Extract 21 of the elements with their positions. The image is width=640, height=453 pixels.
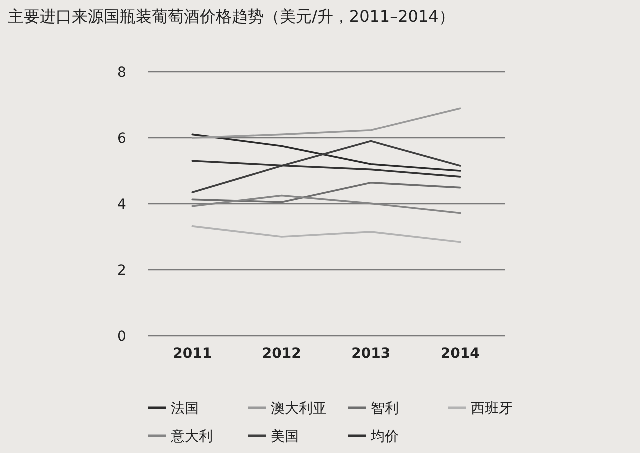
- y-tick-label: 8: [118, 65, 126, 81]
- legend-label: 美国: [271, 429, 299, 445]
- y-tick-label: 4: [118, 197, 127, 213]
- legend-label: 澳大利亚: [271, 401, 327, 417]
- chart-title: 主要进口来源国瓶装葡萄酒价格趋势（美元/升，2011–2014）: [8, 7, 455, 26]
- legend-label: 西班牙: [471, 401, 513, 417]
- line-series: [192, 226, 462, 244]
- line-series: [192, 160, 462, 178]
- x-tick-label: 2011: [173, 346, 212, 362]
- x-tick-label: 2013: [352, 346, 391, 362]
- x-tick-label: 2012: [262, 346, 302, 362]
- y-tick-label: 6: [118, 131, 127, 147]
- legend-label: 智利: [371, 401, 399, 417]
- legend-label: 法国: [171, 401, 199, 417]
- y-tick-label: 2: [118, 263, 126, 279]
- x-tick-label: 2014: [440, 346, 480, 362]
- line-series: [192, 108, 462, 139]
- y-tick-label: 0: [118, 329, 126, 345]
- legend-label: 均价: [370, 429, 399, 445]
- legend-label: 意大利: [170, 429, 213, 445]
- line-series: [192, 134, 462, 172]
